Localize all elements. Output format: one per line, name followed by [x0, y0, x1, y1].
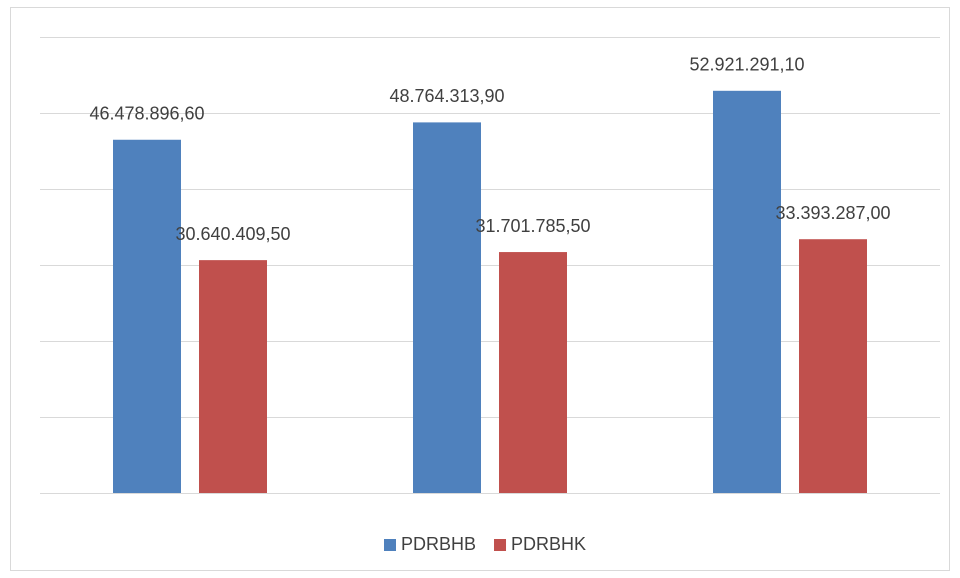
legend-label: PDRBHK: [511, 534, 586, 554]
data-label: 48.764.313,90: [389, 86, 504, 106]
bar: [499, 252, 567, 493]
data-label: 46.478.896,60: [89, 104, 204, 124]
legend-swatch: [494, 539, 507, 551]
data-label: 33.393.287,00: [775, 203, 890, 223]
data-label: 52.921.291,10: [689, 55, 804, 75]
bar: [413, 122, 481, 494]
bar: [113, 139, 181, 494]
data-label: 31.701.785,50: [475, 216, 590, 236]
legend-swatch: [384, 539, 396, 551]
legend-label: PDRBHB: [401, 534, 476, 554]
bar: [799, 239, 867, 493]
data-label: 30.640.409,50: [175, 224, 290, 244]
bar: [199, 260, 267, 493]
bar: [713, 90, 781, 493]
